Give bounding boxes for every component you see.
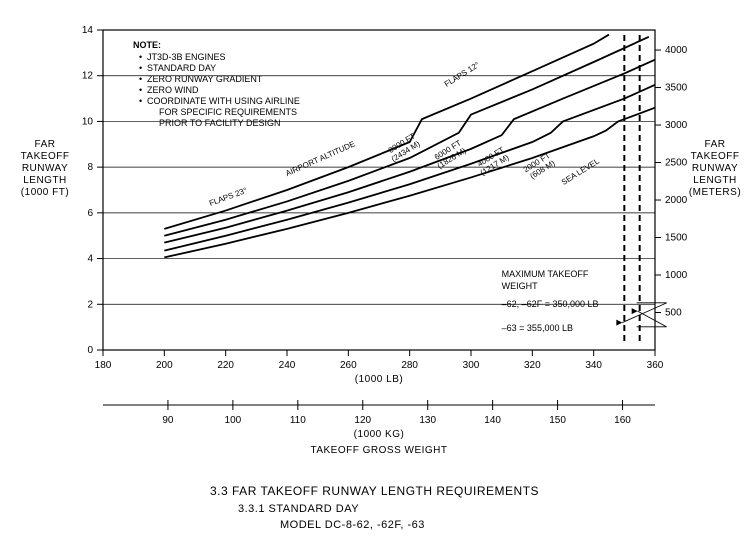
y-left-label: TAKEOFF [21,151,70,162]
ytick-right: 1000 [665,270,688,281]
xtick-lb: 320 [524,360,541,371]
note-header: NOTE: [133,40,161,50]
curve-label: 2000 FT(608 M) [522,151,557,182]
maxweight-header: MAXIMUM TAKEOFF [502,269,589,279]
ytick-left: 14 [82,25,94,36]
curve-label: 8000 FT(2434 M) [385,131,422,163]
xtick-lb: 180 [95,360,112,371]
xtick-lb: 340 [585,360,602,371]
flaps-12-label: FLAPS 12° [443,60,481,89]
note-line: ZERO RUNWAY GRADIENT [147,74,263,84]
xtick-kg: 160 [614,415,631,426]
ytick-left: 8 [87,162,93,173]
ytick-right: 4000 [665,45,688,56]
ytick-right: 500 [665,308,682,319]
y-right-label: LENGTH [693,175,737,186]
note-line: PRIOR TO FACILITY DESIGN [159,118,281,128]
note-line: STANDARD DAY [147,63,216,73]
note-bullet: • [139,52,142,62]
arrowhead [616,320,622,326]
ytick-left: 2 [87,299,93,310]
xtick-lb: 260 [340,360,357,371]
xtick-kg: 130 [419,415,436,426]
maxweight-item: –62, –62F = 350,000 LB [502,299,599,309]
y-left-label: RUNWAY [22,163,68,174]
xtick-kg: 140 [484,415,501,426]
maxweight-header2: WEIGHT [502,281,538,291]
y-left-label: (1000 FT) [21,187,69,198]
curve-label: SEA LEVEL [560,156,601,187]
ytick-right: 2000 [665,195,688,206]
note-line: FOR SPECIFIC REQUIREMENTS [159,107,297,117]
note-line: ZERO WIND [147,85,199,95]
svg-text:FLAPS 12°: FLAPS 12° [443,60,481,89]
note-line: COORDINATE WITH USING AIRLINE [147,96,300,106]
xtick-kg: 150 [549,415,566,426]
y-right-label: FAR [705,139,726,150]
arrowhead [632,308,638,314]
xtick-lb: 220 [217,360,234,371]
xtick-kg: 120 [354,415,371,426]
y-right-label: (METERS) [689,187,741,198]
note-bullet: • [139,85,142,95]
leader-line [637,311,667,327]
xtick-lb: 280 [401,360,418,371]
y-left-label: LENGTH [23,175,67,186]
x-lb-label: (1000 LB) [355,374,403,385]
ytick-right: 3500 [665,83,688,94]
ytick-left: 10 [82,116,94,127]
xtick-lb: 200 [156,360,173,371]
airport-altitude-label: AIRPORT ALTITUDE [284,139,356,178]
svg-text:AIRPORT ALTITUDE: AIRPORT ALTITUDE [284,139,356,178]
y-right-label: TAKEOFF [691,151,740,162]
xtick-lb: 300 [463,360,480,371]
caption-l3: MODEL DC-8-62, -62F, -63 [280,519,425,531]
ytick-left: 0 [87,345,93,356]
y-left-label: FAR [35,139,56,150]
ytick-right: 1500 [665,233,688,244]
note-bullet: • [139,96,142,106]
runway-length-chart: 0 2 4 6 8 10 12 14 180 200 220 240 260 280 300 320 340 36… [0,0,755,540]
xtick-kg: 100 [225,415,242,426]
maxweight-item: –63 = 355,000 LB [502,323,573,333]
x-axis-name: TAKEOFF GROSS WEIGHT [310,445,447,456]
caption-l1: 3.3 FAR TAKEOFF RUNWAY LENGTH REQUIREMEN… [210,484,539,498]
xtick-kg: 90 [162,415,174,426]
caption-l2: 3.3.1 STANDARD DAY [238,503,359,515]
ytick-right: 3000 [665,120,688,131]
xtick-kg: 110 [290,415,306,426]
x-kg-label: (1000 KG) [354,429,405,440]
ytick-left: 4 [87,254,93,265]
note-bullet: • [139,74,142,84]
xtick-lb: 360 [647,360,664,371]
note-line: JT3D-3B ENGINES [147,52,226,62]
note-bullet: • [139,63,142,73]
ytick-left: 12 [82,71,94,82]
y-right-label: RUNWAY [692,163,738,174]
ytick-right: 2500 [665,158,688,169]
ytick-left: 6 [87,208,93,219]
svg-text:SEA LEVEL: SEA LEVEL [560,156,601,187]
curve-label: 4000 FT(1217 M) [474,145,511,177]
xtick-lb: 240 [279,360,296,371]
altitude-curve [164,108,655,258]
